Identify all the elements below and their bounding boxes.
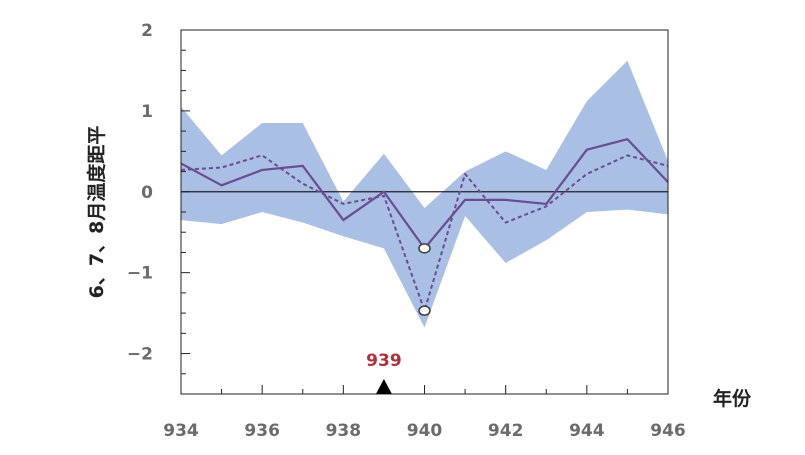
event-marker-triangle — [375, 379, 392, 394]
x-tick-label: 940 — [407, 421, 443, 441]
y-tick-label: 2 — [141, 21, 153, 41]
x-tick-label: 938 — [326, 421, 362, 441]
y-axis-title: 6、7、8月温度距平 — [85, 126, 108, 299]
x-axis-title: 年份 — [713, 387, 752, 410]
y-tick-label: −1 — [127, 264, 153, 284]
x-tick-label: 946 — [650, 421, 686, 441]
highlight-point-1 — [418, 243, 431, 254]
x-tick-label: 944 — [569, 421, 605, 441]
highlight-point-2 — [418, 305, 431, 316]
y-tick-label: 0 — [141, 183, 153, 203]
y-tick-label: −2 — [127, 345, 153, 365]
x-tick-label: 934 — [163, 421, 199, 441]
y-tick-label: 1 — [141, 102, 153, 122]
confidence-band — [181, 60, 668, 328]
x-tick-label: 942 — [488, 421, 524, 441]
axes: 2 1 0 −1 −2 934 936 938 940 942 944 946 939 — [127, 21, 686, 441]
plot-area — [180, 60, 669, 328]
x-tick-label: 936 — [244, 421, 280, 441]
event-marker-label: 939 — [366, 351, 402, 371]
